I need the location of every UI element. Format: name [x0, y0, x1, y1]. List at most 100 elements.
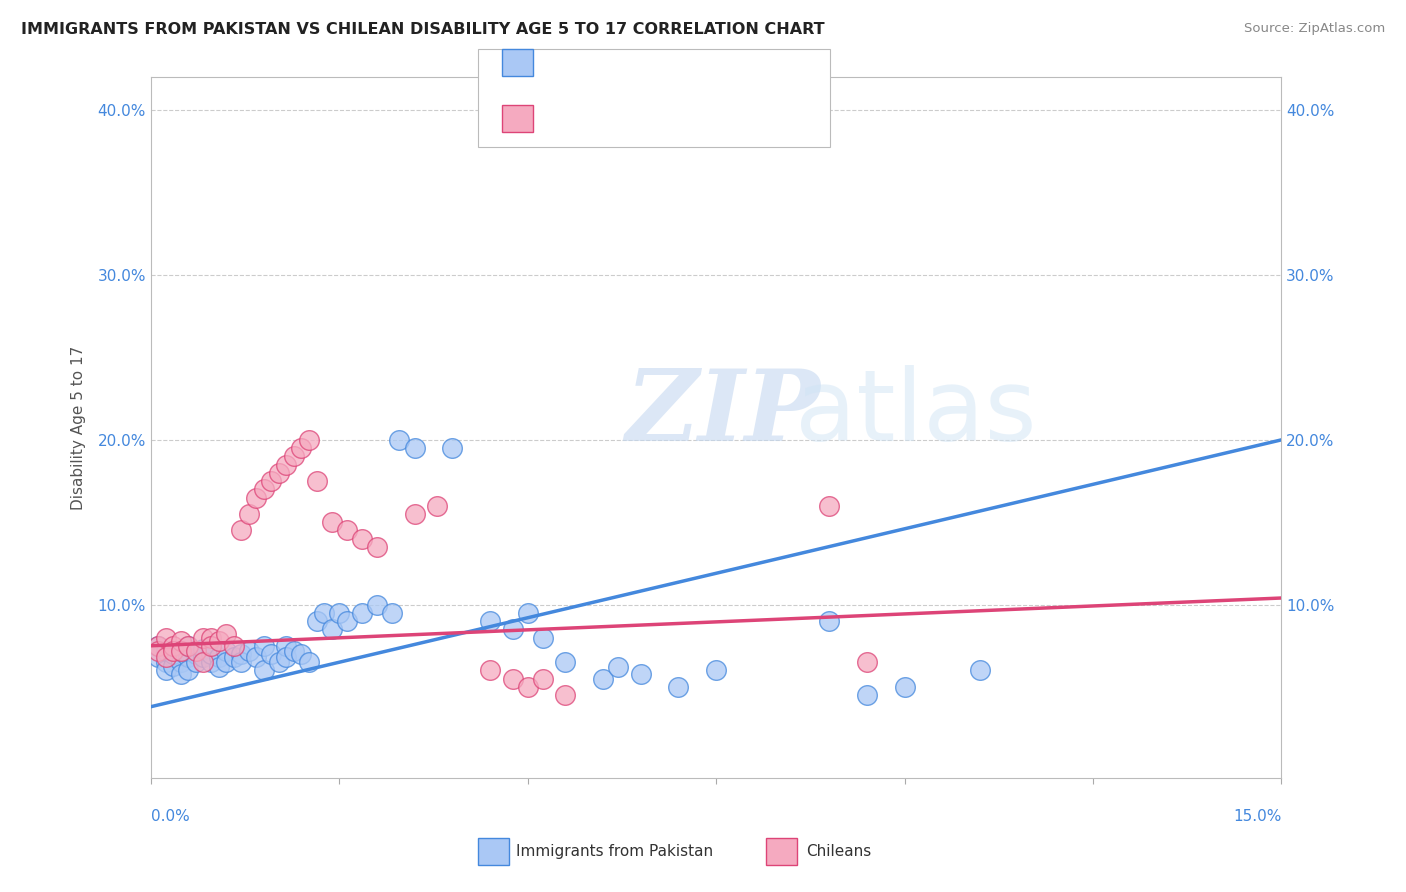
- Point: [238, 507, 260, 521]
- Point: [253, 483, 276, 497]
- Point: [231, 647, 253, 661]
- Point: [253, 639, 276, 653]
- Point: [148, 639, 170, 653]
- Point: [170, 644, 193, 658]
- Point: [245, 650, 267, 665]
- Point: [162, 650, 184, 665]
- Point: [200, 655, 222, 669]
- Point: [704, 664, 727, 678]
- Point: [350, 606, 373, 620]
- Point: [253, 664, 276, 678]
- Text: R = 0.437   N = 63: R = 0.437 N = 63: [541, 55, 686, 70]
- Point: [592, 672, 614, 686]
- Point: [404, 441, 426, 455]
- Point: [148, 644, 170, 658]
- Point: [478, 614, 501, 628]
- Point: [162, 644, 184, 658]
- Point: [531, 631, 554, 645]
- Point: [426, 499, 449, 513]
- Point: [162, 639, 184, 653]
- Point: [260, 474, 283, 488]
- Point: [170, 644, 193, 658]
- Point: [155, 655, 177, 669]
- Point: [155, 664, 177, 678]
- Text: IMMIGRANTS FROM PAKISTAN VS CHILEAN DISABILITY AGE 5 TO 17 CORRELATION CHART: IMMIGRANTS FROM PAKISTAN VS CHILEAN DISA…: [21, 22, 825, 37]
- Point: [207, 633, 229, 648]
- Text: ZIP: ZIP: [626, 365, 821, 462]
- Point: [162, 658, 184, 673]
- Point: [170, 666, 193, 681]
- Point: [366, 540, 388, 554]
- Point: [177, 664, 200, 678]
- Point: [607, 660, 630, 674]
- Point: [666, 680, 689, 694]
- Point: [267, 466, 290, 480]
- Point: [283, 450, 305, 464]
- Point: [231, 655, 253, 669]
- Point: [200, 647, 222, 661]
- Point: [516, 606, 538, 620]
- Point: [441, 441, 464, 455]
- Point: [336, 614, 359, 628]
- Point: [818, 614, 841, 628]
- Point: [321, 623, 343, 637]
- Point: [200, 631, 222, 645]
- Point: [155, 644, 177, 658]
- Point: [193, 631, 215, 645]
- Text: Chileans: Chileans: [806, 845, 870, 859]
- Point: [502, 623, 524, 637]
- Text: Immigrants from Pakistan: Immigrants from Pakistan: [516, 845, 713, 859]
- Text: atlas: atlas: [796, 365, 1036, 462]
- Point: [267, 655, 290, 669]
- Point: [305, 474, 328, 488]
- Point: [193, 655, 215, 669]
- Point: [215, 627, 238, 641]
- Point: [170, 655, 193, 669]
- Point: [290, 647, 312, 661]
- Point: [184, 644, 207, 658]
- Point: [215, 655, 238, 669]
- Point: [276, 458, 298, 472]
- Point: [969, 664, 991, 678]
- Point: [155, 650, 177, 665]
- Point: [630, 666, 652, 681]
- Point: [314, 606, 336, 620]
- Point: [162, 647, 184, 661]
- Point: [177, 650, 200, 665]
- Point: [238, 644, 260, 658]
- Point: [856, 655, 879, 669]
- Point: [328, 606, 350, 620]
- Point: [350, 532, 373, 546]
- Point: [554, 688, 576, 702]
- Point: [215, 644, 238, 658]
- Point: [245, 491, 267, 505]
- Point: [388, 433, 411, 447]
- Point: [283, 644, 305, 658]
- Point: [231, 524, 253, 538]
- Point: [222, 650, 245, 665]
- Point: [502, 672, 524, 686]
- Point: [148, 650, 170, 665]
- Point: [148, 639, 170, 653]
- Point: [276, 639, 298, 653]
- Point: [321, 515, 343, 529]
- Point: [260, 647, 283, 661]
- Point: [531, 672, 554, 686]
- Point: [177, 639, 200, 653]
- Text: Source: ZipAtlas.com: Source: ZipAtlas.com: [1244, 22, 1385, 36]
- Point: [290, 441, 312, 455]
- Point: [193, 650, 215, 665]
- Point: [200, 639, 222, 653]
- Point: [184, 647, 207, 661]
- Point: [404, 507, 426, 521]
- Text: R =  0.112   N = 41: R = 0.112 N = 41: [541, 112, 690, 126]
- Point: [222, 639, 245, 653]
- Point: [155, 631, 177, 645]
- Point: [478, 664, 501, 678]
- Point: [516, 680, 538, 694]
- Point: [207, 660, 229, 674]
- Text: 15.0%: 15.0%: [1233, 809, 1281, 824]
- Point: [193, 642, 215, 657]
- Point: [336, 524, 359, 538]
- Point: [177, 639, 200, 653]
